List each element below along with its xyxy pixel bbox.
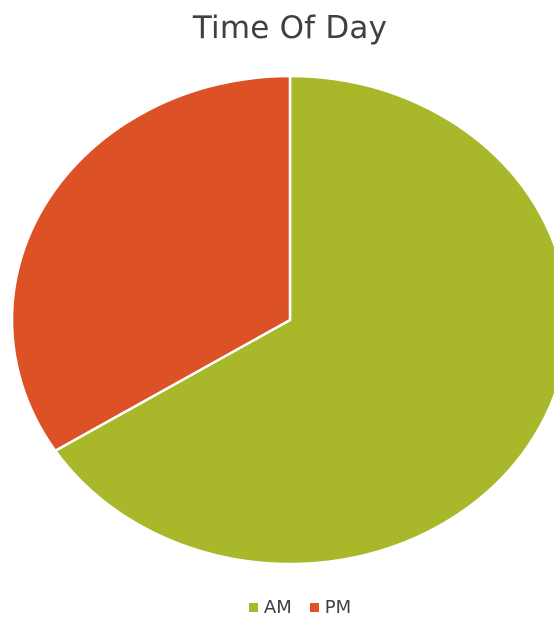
legend-swatch-pm (309, 603, 319, 612)
legend-label-pm: PM (324, 597, 352, 618)
legend-item-pm: PM (309, 597, 352, 618)
chart-title: Time Of Day (192, 10, 388, 46)
pie-slice-pm (10, 74, 292, 452)
pie-slices (10, 74, 554, 566)
legend-label-am: AM (263, 597, 292, 618)
chart-legend: AM PM (0, 597, 554, 618)
pie-slice-am (54, 74, 554, 566)
legend-item-am: AM (248, 597, 292, 618)
legend-swatch-am (248, 603, 258, 612)
